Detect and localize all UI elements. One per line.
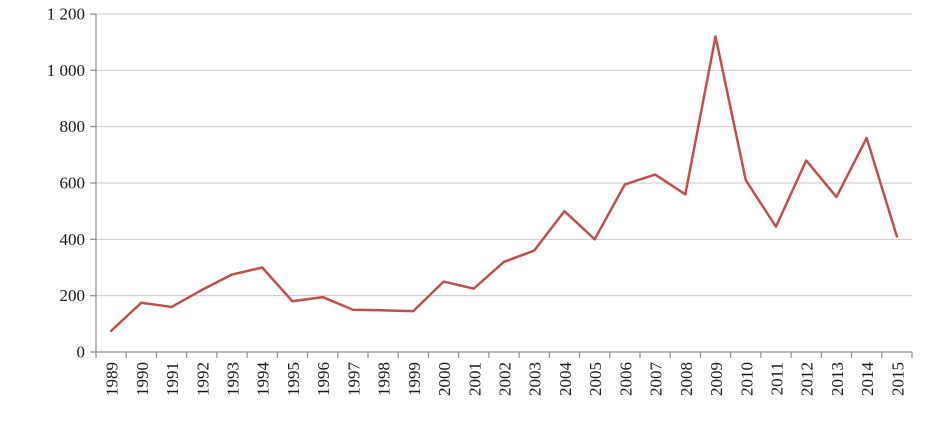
- x-axis-tick-label: 2000: [435, 362, 454, 396]
- x-axis-tick-label: 2014: [858, 362, 877, 397]
- x-axis-tick-label: 2003: [526, 362, 545, 396]
- x-axis-tick-label: 2004: [556, 362, 575, 397]
- x-axis-tick-label: 1997: [344, 362, 363, 397]
- y-axis-tick-label: 800: [60, 117, 86, 136]
- x-axis-tick-label: 1996: [314, 362, 333, 396]
- x-axis-tick-label: 2005: [586, 362, 605, 396]
- y-axis-tick-label: 1 200: [47, 5, 85, 24]
- x-axis-tick-label: 1995: [284, 362, 303, 396]
- x-axis-tick-label: 2012: [798, 362, 817, 396]
- x-axis-tick-label: 2015: [888, 362, 907, 396]
- x-axis-tick-label: 2001: [465, 362, 484, 396]
- x-axis-tick-label: 1990: [133, 362, 152, 396]
- y-axis-tick-label: 200: [60, 286, 86, 305]
- x-axis-tick-label: 2010: [737, 362, 756, 396]
- series-line: [109, 35, 899, 333]
- x-axis-tick-label: 1989: [103, 362, 122, 396]
- x-axis-tick-label: 2009: [707, 362, 726, 396]
- x-axis-tick-label: 2013: [828, 362, 847, 396]
- y-axis-tick-label: 400: [60, 230, 86, 249]
- y-axis-tick-label: 0: [77, 343, 86, 362]
- x-axis-tick-label: 2007: [647, 362, 666, 397]
- x-axis-tick-label: 2011: [768, 362, 787, 395]
- y-axis-tick-label: 1 000: [47, 61, 85, 80]
- x-axis-tick-label: 2002: [496, 362, 515, 396]
- x-axis-tick-label: 1991: [163, 362, 182, 396]
- x-axis-tick-label: 1999: [405, 362, 424, 396]
- x-axis-tick-label: 1994: [254, 362, 273, 397]
- x-axis-tick-label: 1993: [224, 362, 243, 396]
- x-axis-tick-label: 2008: [677, 362, 696, 396]
- y-axis-tick-label: 600: [60, 174, 86, 193]
- x-axis-tick-label: 1998: [375, 362, 394, 396]
- x-axis-tick-label: 2006: [616, 362, 635, 396]
- x-axis-tick-label: 1992: [193, 362, 212, 396]
